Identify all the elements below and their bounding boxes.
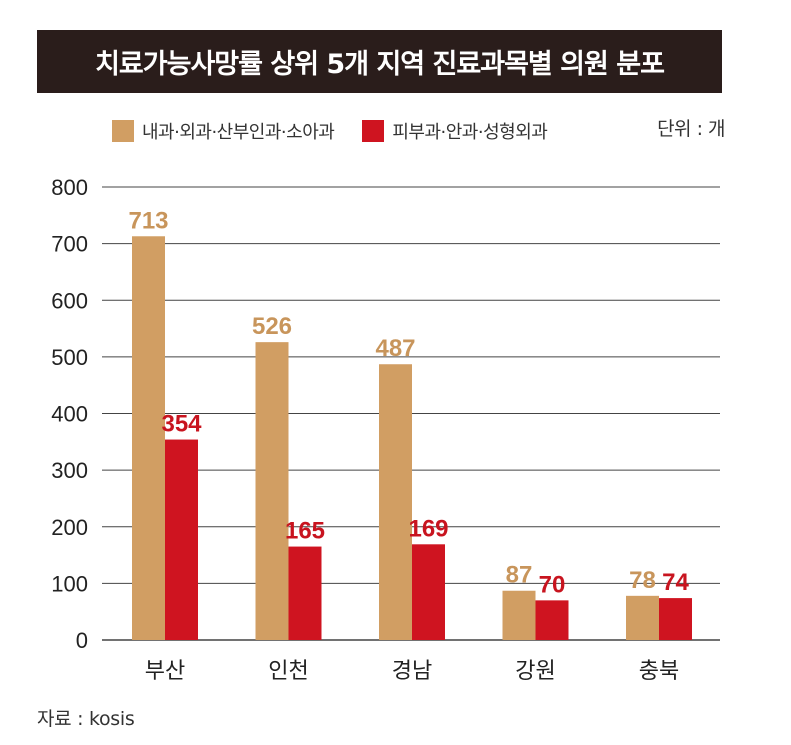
y-tick-label-800: 800: [51, 175, 88, 200]
data-label-경남-series1: 487: [375, 335, 415, 362]
source-label: 자료 : kosis: [37, 708, 135, 730]
y-tick-label-200: 200: [51, 515, 88, 540]
bar-부산-series2: [165, 439, 198, 640]
legend-swatch-series2: [362, 120, 385, 142]
x-tick-label-인천: 인천: [268, 659, 308, 684]
y-tick-label-0: 0: [76, 628, 88, 653]
bar-강원-series1: [502, 590, 536, 640]
data-label-인천-series2: 165: [285, 518, 325, 545]
x-tick-label-부산: 부산: [145, 659, 185, 684]
legend-item-series1: 내과·외과·산부인과·소아과: [112, 118, 335, 144]
y-tick-label-400: 400: [51, 402, 88, 427]
data-label-인천-series1: 526: [252, 313, 292, 340]
x-tick-label-강원: 강원: [515, 659, 555, 684]
data-label-부산-series2: 354: [161, 411, 202, 438]
legend-label-series1: 내과·외과·산부인과·소아과: [142, 122, 335, 143]
y-tick-label-100: 100: [51, 571, 88, 596]
title-bar: 치료가능사망률 상위 5개 지역 진료과목별 의원 분포: [37, 30, 722, 93]
data-label-강원-series1: 87: [506, 562, 533, 589]
bar-강원-series2: [535, 600, 569, 640]
y-tick-label-700: 700: [51, 232, 88, 257]
legend-swatch-series1: [112, 120, 134, 142]
bar-경남-series2: [412, 544, 445, 640]
data-label-충북-series2: 74: [662, 569, 689, 596]
legend-item-series2: 피부과·안과·성형외과: [362, 118, 548, 144]
bar-충북-series1: [626, 595, 659, 640]
y-tick-label-300: 300: [51, 458, 88, 483]
bar-충북-series2: [659, 598, 692, 640]
bar-경남-series1: [379, 364, 412, 640]
legend-label-series2: 피부과·안과·성형외과: [392, 122, 548, 143]
data-label-경남-series2: 169: [408, 515, 448, 542]
unit-label: 단위 : 개: [657, 118, 725, 140]
data-label-부산-series1: 713: [128, 207, 168, 234]
bar-부산-series1: [132, 236, 165, 641]
x-tick-label-경남: 경남: [392, 659, 432, 684]
y-tick-label-600: 600: [51, 288, 88, 313]
bar-인천-series1: [255, 342, 289, 640]
bar-인천-series2: [288, 546, 322, 640]
legend: 내과·외과·산부인과·소아과 피부과·안과·성형외과: [112, 118, 575, 144]
data-label-충북-series1: 78: [629, 567, 656, 594]
y-tick-label-500: 500: [51, 345, 88, 370]
x-tick-label-충북: 충북: [639, 659, 679, 684]
data-label-강원-series2: 70: [539, 571, 566, 598]
chart-title: 치료가능사망률 상위 5개 지역 진료과목별 의원 분포: [95, 49, 665, 80]
